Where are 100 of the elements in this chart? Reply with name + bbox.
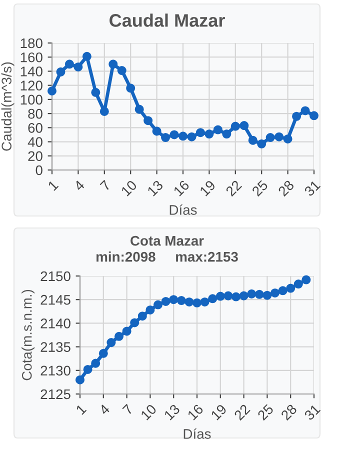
point: [300, 106, 310, 116]
point: [230, 122, 240, 131]
point: [231, 292, 241, 302]
x-tick-label: 1: [48, 180, 59, 191]
point: [56, 67, 66, 76]
y-tick-label: 2135: [40, 342, 70, 352]
x-tick-label: 31: [304, 404, 321, 421]
y-tick-label: 2145: [40, 294, 70, 305]
point: [274, 132, 284, 142]
chart-title: Caudal Mazar: [110, 14, 225, 27]
point: [292, 112, 302, 121]
x-tick-label: 25: [257, 404, 274, 421]
chart-title: Cota Mazar: [130, 236, 204, 246]
point: [184, 297, 194, 306]
point: [91, 358, 100, 368]
x-tick-label: 25: [251, 180, 268, 197]
y-tick-label: 180: [20, 38, 42, 48]
x-tick-label: 22: [225, 180, 242, 197]
point: [134, 104, 144, 114]
y-tick-label: 40: [28, 137, 42, 147]
point: [283, 134, 292, 144]
x-tick-label: 28: [280, 404, 298, 421]
point: [106, 338, 116, 348]
point: [47, 86, 57, 96]
point: [224, 291, 233, 300]
point: [178, 132, 188, 141]
point: [239, 291, 248, 300]
point: [216, 292, 225, 301]
y-tick-label: 160: [20, 52, 42, 62]
x-tick-label: 10: [120, 180, 138, 196]
point: [270, 288, 280, 298]
point: [208, 294, 218, 304]
point: [266, 133, 275, 142]
point: [108, 60, 118, 69]
point: [248, 136, 258, 145]
chart-subtitle: min:2098 max:2153: [96, 252, 238, 262]
point: [74, 62, 83, 72]
point: [130, 318, 140, 328]
point: [153, 300, 163, 310]
point: [126, 84, 136, 93]
point: [100, 106, 109, 116]
point: [278, 286, 288, 296]
y-axis-title: Cota(m.s.n.m.): [22, 290, 35, 380]
x-tick-label: 31: [304, 180, 321, 197]
point: [262, 290, 272, 300]
x-tick-label: 4: [73, 180, 86, 192]
x-tick-label: 7: [100, 180, 112, 192]
point: [302, 275, 311, 284]
point: [122, 326, 132, 336]
x-axis-title: Días: [184, 428, 211, 439]
point: [161, 133, 170, 142]
x-tick-label: 1: [76, 404, 87, 415]
point: [146, 305, 155, 314]
y-tick-label: 100: [20, 94, 42, 105]
point: [204, 130, 214, 139]
point: [144, 116, 153, 126]
point: [213, 125, 222, 134]
point: [64, 60, 74, 69]
point: [240, 121, 249, 130]
y-tick-label: 60: [28, 123, 42, 133]
point: [152, 126, 162, 136]
y-tick-label: 2125: [40, 389, 70, 400]
point: [117, 66, 126, 76]
point: [176, 296, 186, 306]
point: [161, 296, 170, 306]
x-tick-label: 16: [187, 404, 204, 420]
point: [83, 364, 92, 374]
point: [170, 130, 179, 140]
x-tick-label: 13: [146, 180, 164, 196]
y-axis-title: Caudal(m^3/s): [1, 62, 14, 151]
point: [75, 375, 85, 384]
y-tick-label: 2150: [40, 271, 70, 282]
y-tick-label: 120: [20, 80, 42, 91]
x-tick-label: 22: [234, 404, 250, 421]
x-tick-label: 19: [210, 404, 228, 420]
x-tick-label: 4: [98, 404, 110, 416]
y-tick-label: 20: [28, 151, 42, 162]
point: [247, 289, 256, 298]
point: [138, 312, 147, 321]
point: [294, 280, 303, 289]
y-tick-label: 140: [20, 66, 42, 76]
point: [169, 295, 178, 304]
x-tick-label: 28: [278, 180, 295, 197]
point: [82, 52, 92, 61]
x-axis-title: Días: [170, 204, 197, 215]
y-tick-label: 80: [28, 108, 42, 119]
point: [309, 111, 319, 120]
point: [257, 139, 266, 148]
x-tick-label: 19: [199, 180, 216, 196]
point: [98, 348, 108, 358]
y-tick-label: 2140: [40, 318, 70, 328]
point: [187, 132, 196, 142]
y-tick-label: 0: [36, 165, 42, 176]
point: [91, 88, 100, 97]
y-tick-label: 2130: [40, 366, 70, 376]
point: [196, 128, 205, 138]
point: [222, 130, 232, 139]
x-tick-label: 16: [173, 180, 190, 196]
x-tick-label: 10: [140, 404, 158, 420]
point: [192, 298, 202, 308]
